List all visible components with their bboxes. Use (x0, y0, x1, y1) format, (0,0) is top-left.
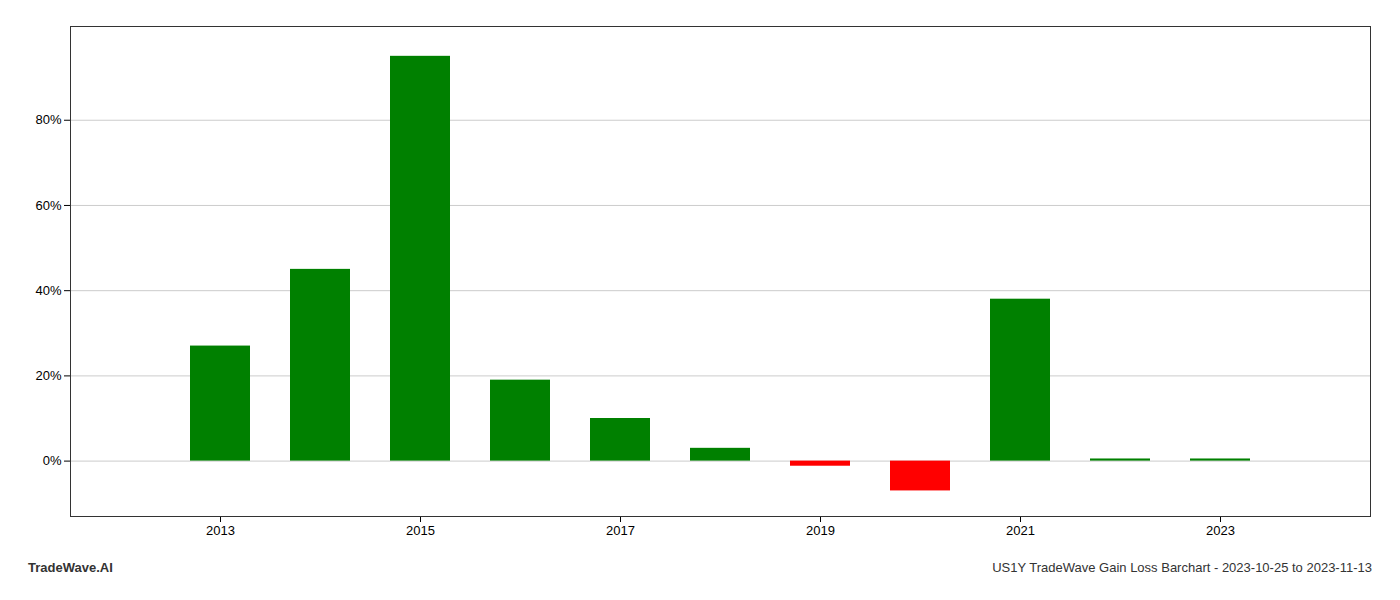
svg-text:2019: 2019 (806, 523, 835, 538)
svg-text:80%: 80% (35, 112, 61, 127)
svg-text:2013: 2013 (206, 523, 235, 538)
svg-text:2023: 2023 (1206, 523, 1235, 538)
svg-text:2015: 2015 (406, 523, 435, 538)
svg-text:40%: 40% (35, 283, 61, 298)
svg-text:2017: 2017 (606, 523, 635, 538)
svg-text:60%: 60% (35, 198, 61, 213)
svg-text:0%: 0% (43, 453, 62, 468)
svg-text:20%: 20% (35, 368, 61, 383)
svg-text:2021: 2021 (1006, 523, 1035, 538)
html-text:US1Y TradeWave Gain Loss Barch: US1Y TradeWave Gain Loss Barchart - 2023… (992, 560, 1372, 575)
html-text:TradeWave.AI: TradeWave.AI (28, 560, 113, 575)
